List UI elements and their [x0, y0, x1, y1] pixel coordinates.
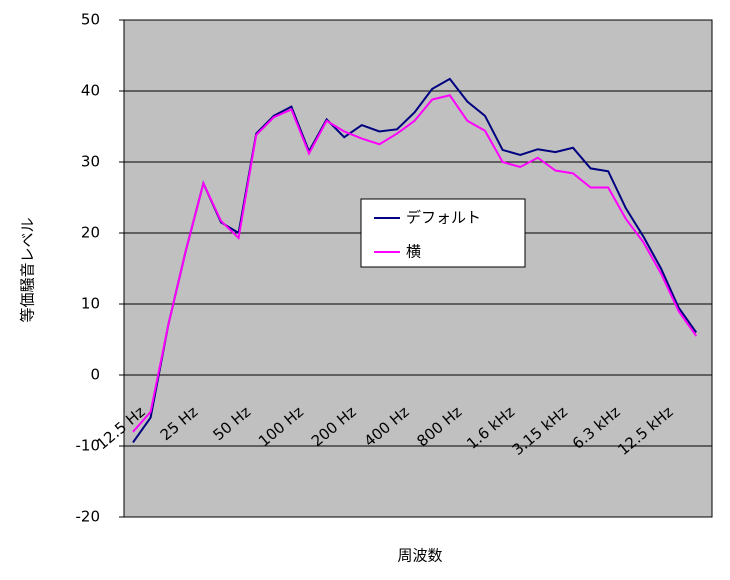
- legend-label: 横: [406, 243, 421, 261]
- y-tick-label: 50: [81, 11, 100, 29]
- y-tick-label: 10: [81, 295, 100, 313]
- y-tick-label: -10: [76, 437, 101, 455]
- y-axis-label: 等価騒音レベル: [19, 217, 37, 322]
- plot-area: [124, 20, 712, 517]
- y-tick-label: 0: [90, 366, 100, 384]
- data-line: [132, 94, 698, 433]
- legend-box: [360, 198, 526, 268]
- y-tick-label: 20: [81, 224, 100, 242]
- y-tick-label: -20: [76, 508, 101, 526]
- y-tick-label: 40: [81, 82, 100, 100]
- x-axis-label: 周波数: [397, 547, 442, 565]
- legend-label: デフォルト: [406, 209, 481, 227]
- y-tick-label: 30: [81, 153, 100, 171]
- plot-border: [123, 19, 713, 518]
